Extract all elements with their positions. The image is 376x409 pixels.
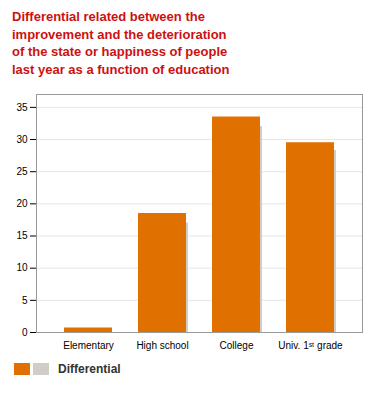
svg-text:20: 20 (16, 198, 28, 209)
svg-text:25: 25 (16, 166, 28, 177)
html-text:Differential: Differential (58, 362, 121, 377)
svg-text:10: 10 (16, 263, 28, 274)
svg-text:College: College (220, 340, 254, 351)
svg-text:15: 15 (16, 230, 28, 241)
html-text:Differential related between t: Differential related between the improve… (12, 9, 230, 77)
svg-text:0: 0 (22, 327, 28, 338)
svg-text:30: 30 (16, 134, 28, 145)
svg-text:5: 5 (22, 295, 28, 306)
svg-text:Univ. 1ˢᵗ grade: Univ. 1ˢᵗ grade (278, 340, 343, 351)
svg-text:35: 35 (16, 102, 28, 113)
svg-text:High school: High school (136, 340, 188, 351)
svg-text:Elementary: Elementary (63, 340, 114, 351)
